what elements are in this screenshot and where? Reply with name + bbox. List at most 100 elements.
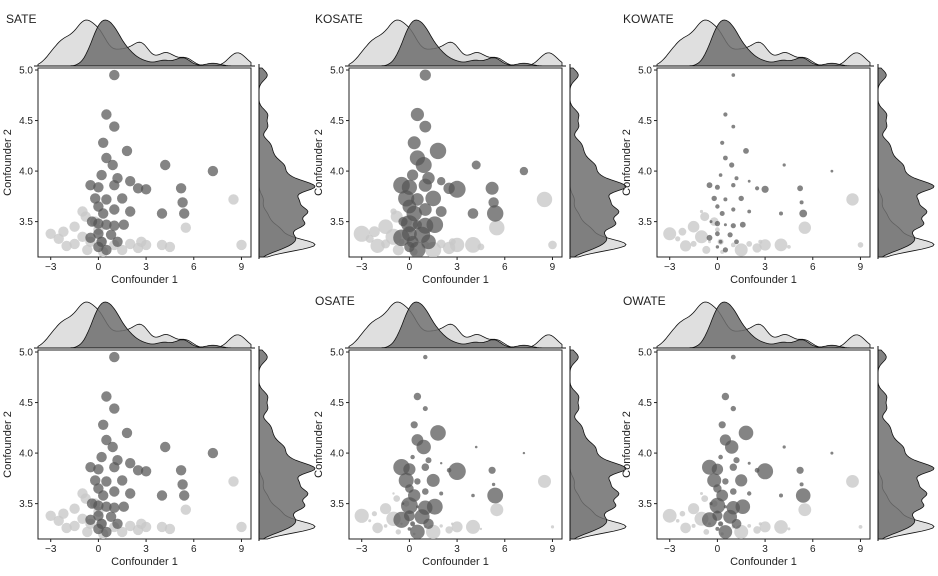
treated-point [426,498,443,515]
control-point [180,222,191,233]
control-point [701,495,709,502]
treated-point [393,229,410,247]
treated-point [419,120,432,133]
treated-point [757,463,774,480]
control-point [538,474,551,488]
treated-point [735,499,751,514]
control-point [132,524,144,536]
treated-point [98,137,109,148]
treated-point [747,179,751,183]
treated-point [799,482,804,487]
y-tick-label: 4.0 [638,449,652,460]
treated-point [467,208,479,219]
treated-point [105,511,117,522]
treated-point [718,454,723,460]
control-point [117,526,128,538]
control-point [846,475,859,488]
top-marginal-treated [349,301,562,349]
x-tick-label: 0 [96,544,102,555]
control-point [699,209,704,214]
y-tick-label: 5.0 [638,348,652,359]
treated-point [109,351,120,363]
treated-point [175,465,187,476]
control-point [489,220,505,236]
control-point [370,238,385,253]
treated-point [730,405,736,412]
treated-point [207,447,219,459]
treated-point [416,505,419,509]
panel-title: KOSATE [315,12,363,26]
treated-point [519,166,529,176]
top-marginal-control [656,301,871,349]
x-tick-label: 6 [191,262,197,273]
treated-point [418,203,432,216]
treated-point [731,518,742,529]
treated-point [93,241,104,253]
treated-point [160,159,171,171]
x-tick-label: −3 [45,544,57,555]
treated-point [487,205,504,222]
control-point [691,523,696,528]
treated-point [125,176,136,187]
treated-point [730,354,736,360]
treated-point [421,234,436,250]
treated-point [471,160,481,170]
treated-point [779,493,783,498]
control-point [774,238,788,252]
control-point [548,240,557,250]
panel-3: KOWATE −3 0 3 6 9 3.5 4.0 4.5 5.0 Confounder 1 Conf… [621,12,935,286]
y-tick-label: 3.5 [638,499,652,510]
treated-point [797,185,803,192]
treated-point [747,461,751,465]
treated-point [796,466,804,474]
treated-point [177,479,188,490]
treated-point [425,190,442,207]
treated-point [93,218,104,229]
control-point [675,519,680,523]
x-axis-label: Confounder 1 [111,274,178,286]
treated-point [491,482,496,487]
treated-point [207,165,219,177]
treated-point [101,476,112,487]
treated-point [779,211,783,216]
treated-point [93,510,104,521]
control-point [383,524,388,528]
top-marginal-control [348,19,563,67]
control-point [354,508,369,523]
treated-point [118,501,129,512]
control-point [730,242,736,248]
control-point [125,238,136,250]
control-point [164,523,176,535]
treated-point [474,445,478,449]
treated-point [743,148,749,154]
treated-point [738,195,744,202]
control-point [228,194,239,205]
top-marginal-treated [657,19,870,67]
treated-point [109,121,120,132]
control-point [753,526,761,534]
treated-point [413,392,422,401]
treated-point [830,451,834,455]
treated-point [132,465,144,476]
treated-point [410,454,415,460]
treated-point [488,197,499,208]
panel-2: KOSATE −3 0 3 6 9 3.5 4.0 4.5 5.0 Confounder 1 Conf… [313,12,627,286]
y-tick-label: 5.0 [330,66,344,77]
treated-point [85,180,96,191]
top-marginal-control [37,301,252,349]
control-point [787,245,791,249]
control-point [466,519,480,534]
treated-point [423,354,428,360]
treated-point [488,466,496,474]
treated-point [439,491,444,496]
treated-point [416,439,431,455]
x-tick-label: 9 [239,262,245,273]
treated-point [93,464,104,475]
control-point [61,522,72,534]
y-tick-label: 3.5 [330,217,344,228]
treated-point [727,232,733,238]
treated-point [730,488,737,495]
treated-point [410,524,425,539]
control-point [369,226,380,238]
treated-point [109,486,120,497]
